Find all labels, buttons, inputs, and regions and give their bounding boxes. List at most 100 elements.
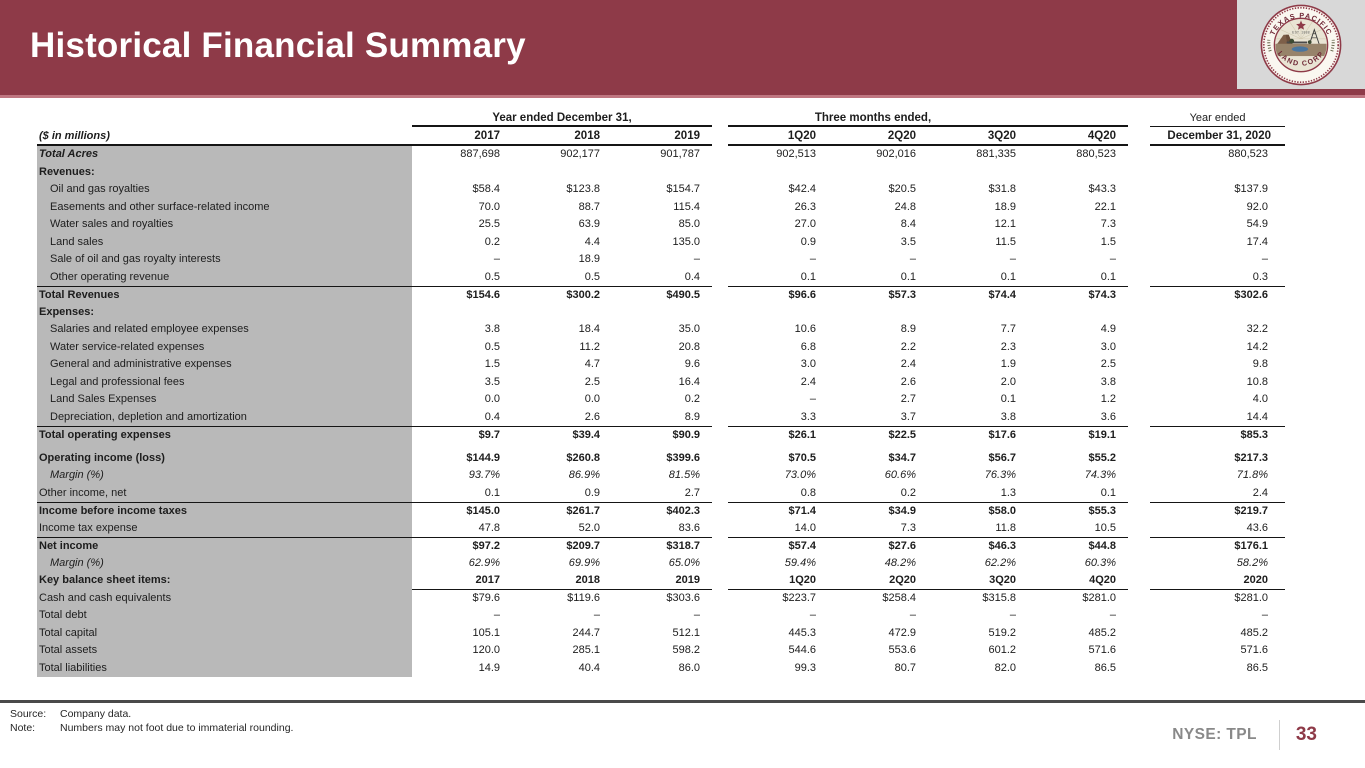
cell-value: 0.8 bbox=[800, 486, 816, 499]
cell-value: $79.6 bbox=[472, 591, 500, 604]
cell-value: 3.8 bbox=[1000, 410, 1016, 423]
cell-value: 0.1 bbox=[484, 486, 500, 499]
cell-value: $56.7 bbox=[988, 451, 1016, 464]
gap bbox=[712, 607, 728, 625]
cell-value: 63.9 bbox=[578, 218, 600, 230]
table-row: Land Sales Expenses 0.0 0.0 0.2 – 2.7 0.1 1.2 4.… bbox=[37, 391, 1285, 409]
row-label: Land sales bbox=[50, 235, 104, 248]
gap bbox=[712, 467, 728, 485]
cell-value: 8.9 bbox=[900, 323, 916, 335]
cell-value: 3.7 bbox=[900, 410, 916, 423]
cell-value: 4Q20 bbox=[1028, 572, 1128, 590]
cell-value: – bbox=[809, 609, 816, 621]
cell-value bbox=[1150, 164, 1285, 182]
cell-value: $303.6 bbox=[666, 591, 700, 604]
cell-value: 3.6 bbox=[1100, 410, 1116, 423]
cell-value: 6.8 bbox=[800, 340, 816, 353]
seal-landscape bbox=[1275, 18, 1327, 56]
cell-value: 0.5 bbox=[484, 270, 500, 283]
cell-value: 485.2 bbox=[1240, 626, 1268, 639]
cell-value: 902,177 bbox=[560, 148, 600, 160]
table-row: Other income, net 0.1 0.9 2.7 0.8 0.2 1.3 0.1 2.… bbox=[37, 485, 1285, 503]
source-label: Source: bbox=[10, 708, 47, 720]
gap bbox=[712, 520, 728, 538]
cell-value: 25.5 bbox=[478, 218, 500, 230]
cell-value: $281.0 bbox=[1082, 591, 1116, 604]
row-label: Sale of oil and gas royalty interests bbox=[50, 253, 221, 265]
cell-value: 0.1 bbox=[1100, 270, 1116, 283]
cell-value: $302.6 bbox=[1150, 286, 1285, 304]
row-label: Operating income (loss) bbox=[39, 451, 165, 464]
row-label: Income before income taxes bbox=[37, 502, 412, 520]
gap bbox=[1128, 321, 1150, 339]
cell-value: 0.9 bbox=[584, 486, 600, 499]
cell-value: 2.4 bbox=[800, 375, 816, 388]
row-label: Water service-related expenses bbox=[50, 340, 205, 353]
cell-value: $34.9 bbox=[828, 502, 928, 520]
cell-value: 3.5 bbox=[484, 375, 500, 388]
cell-value: 52.0 bbox=[578, 521, 600, 534]
row-label: Oil and gas royalties bbox=[50, 183, 150, 195]
cell-value: 0.0 bbox=[584, 393, 600, 405]
gap bbox=[712, 234, 728, 252]
cell-value bbox=[1028, 164, 1128, 182]
row-label: Margin (%) bbox=[50, 556, 104, 569]
row-label: Key balance sheet items: bbox=[39, 574, 171, 586]
cell-value: 10.5 bbox=[1094, 521, 1116, 534]
row-label: Revenues: bbox=[39, 165, 95, 178]
gap bbox=[1128, 660, 1150, 678]
gap bbox=[1128, 467, 1150, 485]
footnotes: Source: Company data. Note: Numbers may … bbox=[10, 707, 293, 735]
row-label: Income tax expense bbox=[39, 521, 138, 534]
column-header: 1Q20 bbox=[728, 127, 828, 146]
cell-value: 2.4 bbox=[900, 358, 916, 370]
cell-value: – bbox=[809, 253, 816, 265]
cell-value: – bbox=[1009, 253, 1016, 265]
cell-value: $123.8 bbox=[566, 183, 600, 195]
row-label: Total liabilities bbox=[39, 661, 107, 674]
cell-value bbox=[728, 304, 828, 322]
cell-value: $261.7 bbox=[512, 502, 612, 520]
gap bbox=[1128, 520, 1150, 538]
column-header: 3Q20 bbox=[928, 127, 1028, 146]
cell-value: 105.1 bbox=[472, 626, 500, 639]
cell-value: 16.4 bbox=[678, 375, 700, 388]
cell-value: 601.2 bbox=[988, 644, 1016, 656]
row-label: Cash and cash equivalents bbox=[39, 591, 172, 604]
cell-value: 80.7 bbox=[894, 661, 916, 674]
cell-value: 3.8 bbox=[484, 323, 500, 335]
cell-value bbox=[512, 164, 612, 182]
gap bbox=[1128, 234, 1150, 252]
gap bbox=[712, 590, 728, 608]
cell-value: $176.1 bbox=[1150, 537, 1285, 555]
row-label: Other operating revenue bbox=[50, 270, 170, 283]
group-header-quarterly: Three months ended, bbox=[728, 111, 1128, 127]
gap bbox=[712, 426, 728, 444]
cell-value: 2017 bbox=[412, 572, 512, 590]
gap bbox=[712, 304, 728, 322]
footer-divider bbox=[0, 700, 1365, 703]
cell-value: 4.9 bbox=[1100, 323, 1116, 335]
gap bbox=[712, 111, 728, 127]
column-header: December 31, 2020 bbox=[1150, 127, 1285, 146]
cell-value: 86.0 bbox=[678, 661, 700, 674]
cell-value: $55.2 bbox=[1088, 451, 1116, 464]
cell-value: 2.0 bbox=[1000, 375, 1016, 388]
gap bbox=[712, 660, 728, 678]
cell-value: – bbox=[493, 253, 500, 265]
cell-value: 512.1 bbox=[672, 626, 700, 639]
cell-value: 11.2 bbox=[579, 340, 600, 353]
cell-value: 0.0 bbox=[484, 393, 500, 405]
cell-value: 7.3 bbox=[900, 521, 916, 534]
cell-value: 73.0% bbox=[784, 469, 816, 481]
cell-value: 1.5 bbox=[1100, 235, 1116, 248]
cell-value: 3.0 bbox=[1100, 340, 1116, 353]
cell-value: 0.5 bbox=[584, 270, 600, 283]
cell-value: $145.0 bbox=[412, 502, 512, 520]
cell-value: 902,016 bbox=[876, 148, 916, 160]
gap bbox=[1128, 607, 1150, 625]
row-label: Legal and professional fees bbox=[50, 375, 185, 388]
table-row: Operating income (loss) $144.9 $260.8 $399.… bbox=[37, 450, 1285, 468]
cell-value: – bbox=[493, 609, 500, 621]
cell-value: $300.2 bbox=[512, 286, 612, 304]
